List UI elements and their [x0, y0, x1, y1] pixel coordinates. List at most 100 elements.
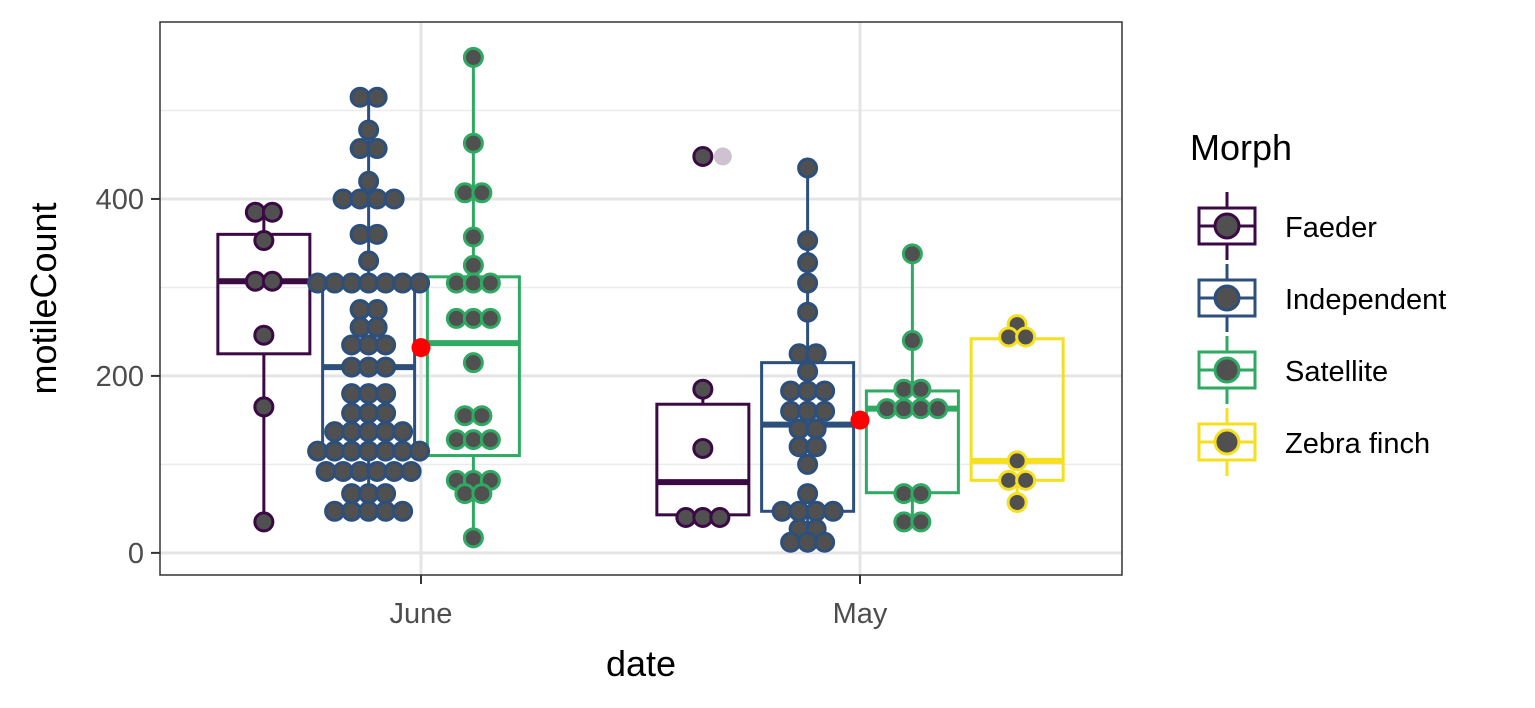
data-point	[805, 500, 827, 522]
data-point	[893, 483, 915, 505]
data-point	[341, 356, 363, 378]
data-point	[910, 378, 932, 400]
y-tick-label: 200	[96, 361, 144, 393]
data-point	[462, 429, 484, 451]
data-point	[462, 527, 484, 549]
data-point	[261, 201, 283, 223]
data-point	[901, 243, 923, 265]
data-point	[341, 402, 363, 424]
data-point	[349, 138, 371, 160]
data-point	[349, 188, 371, 210]
data-point	[383, 460, 405, 482]
data-point	[454, 182, 476, 204]
data-point	[341, 334, 363, 356]
legend-key-point	[1213, 212, 1241, 240]
data-point	[366, 86, 388, 108]
data-point	[375, 272, 397, 294]
legend-key	[1197, 192, 1257, 260]
data-point	[375, 383, 397, 405]
data-point	[445, 429, 467, 451]
data-point	[358, 272, 380, 294]
data-point	[876, 398, 898, 420]
data-point	[998, 326, 1020, 348]
data-point	[893, 398, 915, 420]
data-point	[341, 500, 363, 522]
outlier-point	[713, 147, 732, 166]
data-point	[341, 272, 363, 294]
box	[655, 402, 751, 517]
x-tick-label: May	[833, 598, 888, 630]
data-point	[1015, 326, 1037, 348]
data-point	[358, 356, 380, 378]
y-axis: 0 200 400	[96, 184, 160, 570]
data-point	[445, 307, 467, 329]
legend-key	[1197, 336, 1257, 404]
legend-key	[1197, 264, 1257, 332]
data-point	[692, 145, 714, 167]
legend-key-point	[1213, 284, 1241, 312]
data-point	[893, 511, 915, 533]
data-point	[445, 272, 467, 294]
data-point	[409, 440, 431, 462]
legend: Morph Faeder Independent Satellite Zebra fi…	[1190, 127, 1446, 476]
data-point	[910, 483, 932, 505]
data-point	[349, 86, 371, 108]
data-point	[814, 400, 836, 422]
data-point	[797, 157, 819, 179]
data-point	[927, 398, 949, 420]
data-point	[358, 334, 380, 356]
data-point	[366, 223, 388, 245]
data-point	[692, 506, 714, 528]
mean-marker	[850, 410, 870, 430]
panel-border	[159, 21, 1123, 576]
panel-background	[160, 22, 1122, 575]
data-point	[780, 380, 802, 402]
data-point	[253, 230, 275, 252]
data-point	[462, 46, 484, 68]
data-points	[244, 46, 1037, 553]
data-point	[479, 272, 501, 294]
data-point	[349, 460, 371, 482]
data-point	[780, 531, 802, 553]
data-point	[341, 383, 363, 405]
x-axis-title: date	[606, 643, 676, 684]
data-point	[307, 440, 329, 462]
data-point	[822, 500, 844, 522]
legend-key-point	[1213, 356, 1241, 384]
data-point	[366, 316, 388, 338]
data-point	[797, 531, 819, 553]
data-point	[358, 402, 380, 424]
data-point	[349, 223, 371, 245]
data-point	[253, 511, 275, 533]
data-point	[307, 272, 329, 294]
legend-label: Faeder	[1285, 212, 1377, 244]
data-point	[366, 460, 388, 482]
data-point	[797, 272, 819, 294]
data-point	[375, 402, 397, 424]
data-point	[462, 272, 484, 294]
data-point	[261, 270, 283, 292]
data-point	[400, 460, 422, 482]
x-tick-label: June	[390, 598, 453, 630]
data-point	[805, 418, 827, 440]
data-point	[1006, 491, 1028, 513]
data-point	[392, 421, 414, 443]
data-point	[358, 440, 380, 462]
data-point	[341, 440, 363, 462]
data-point	[349, 299, 371, 321]
legend-key	[1197, 408, 1257, 476]
data-point	[375, 500, 397, 522]
data-point	[814, 531, 836, 553]
data-point	[462, 307, 484, 329]
legend-key-point	[1213, 428, 1241, 456]
data-point	[324, 272, 346, 294]
data-point	[797, 301, 819, 323]
data-point	[462, 132, 484, 154]
data-point	[780, 400, 802, 422]
data-point	[797, 380, 819, 402]
data-point	[462, 226, 484, 248]
data-point	[349, 316, 371, 338]
data-point	[253, 396, 275, 418]
data-point	[797, 360, 819, 382]
